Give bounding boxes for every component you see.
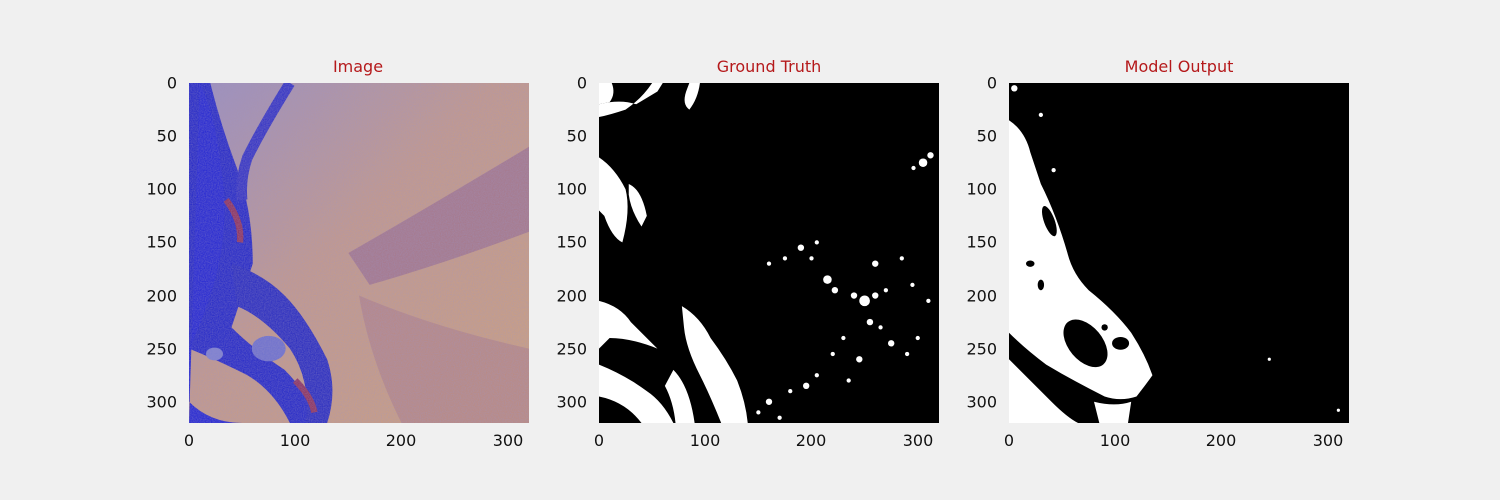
y-tick-label: 150 bbox=[556, 232, 587, 252]
panel-title-image: Image bbox=[332, 57, 384, 76]
x-tick-label: 0 bbox=[1003, 431, 1015, 450]
panel-title-ground-truth: Ground Truth bbox=[716, 57, 822, 76]
y-tick-label: 100 bbox=[146, 179, 177, 199]
model-output-panel bbox=[1009, 83, 1349, 423]
ground-truth-mask bbox=[599, 83, 939, 423]
x-tick-label: 100 bbox=[279, 431, 311, 450]
y-tick-label: 0 bbox=[166, 73, 177, 93]
y-tick-label: 150 bbox=[966, 232, 997, 252]
model-output-mask bbox=[1009, 83, 1349, 423]
x-tick-label: 100 bbox=[1099, 431, 1131, 450]
image-panel bbox=[189, 83, 529, 423]
y-tick-label: 300 bbox=[966, 392, 997, 412]
y-tick-label: 200 bbox=[966, 286, 997, 306]
panel-title-model-output: Model Output bbox=[1124, 57, 1234, 76]
y-tick-label: 150 bbox=[146, 232, 177, 252]
y-tick-label: 100 bbox=[556, 179, 587, 199]
y-tick-label: 0 bbox=[986, 73, 997, 93]
x-tick-label: 200 bbox=[385, 431, 417, 450]
x-tick-label: 300 bbox=[902, 431, 934, 450]
y-tick-label: 50 bbox=[156, 126, 177, 146]
x-tick-label: 0 bbox=[183, 431, 195, 450]
y-tick-label: 200 bbox=[146, 286, 177, 306]
y-tick-label: 100 bbox=[966, 179, 997, 199]
ground-truth-panel bbox=[599, 83, 939, 423]
x-tick-label: 0 bbox=[593, 431, 605, 450]
satellite-image bbox=[189, 83, 529, 423]
x-tick-label: 200 bbox=[1205, 431, 1237, 450]
x-tick-label: 300 bbox=[492, 431, 524, 450]
x-tick-label: 200 bbox=[795, 431, 827, 450]
x-tick-label: 100 bbox=[689, 431, 721, 450]
y-tick-label: 300 bbox=[146, 392, 177, 412]
y-tick-label: 50 bbox=[976, 126, 997, 146]
y-tick-label: 250 bbox=[146, 339, 177, 359]
y-tick-label: 0 bbox=[576, 73, 587, 93]
y-tick-label: 250 bbox=[556, 339, 587, 359]
y-tick-label: 250 bbox=[966, 339, 997, 359]
y-tick-label: 300 bbox=[556, 392, 587, 412]
y-tick-label: 200 bbox=[556, 286, 587, 306]
x-tick-label: 300 bbox=[1312, 431, 1344, 450]
y-tick-label: 50 bbox=[566, 126, 587, 146]
